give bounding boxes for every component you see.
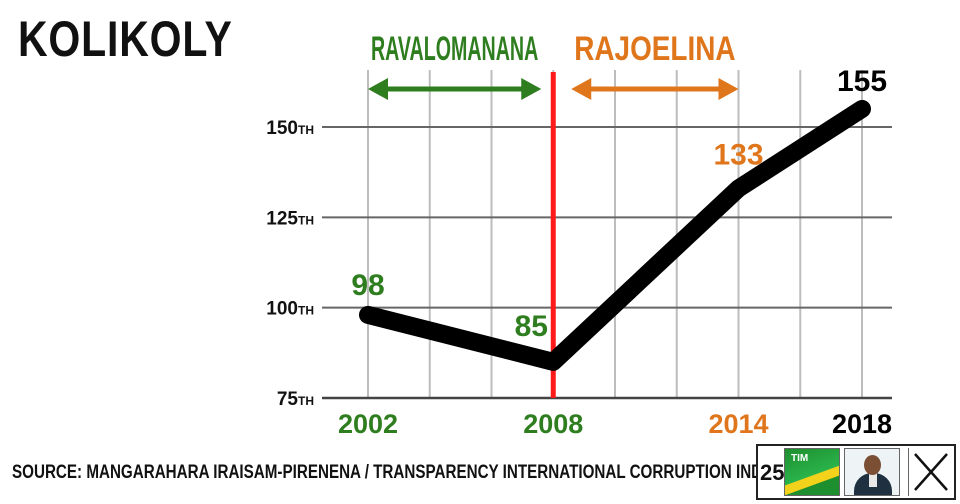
series-line-group — [359, 99, 871, 371]
data-label: 155 — [837, 65, 887, 98]
period-arrow-right-head — [718, 78, 739, 100]
data-label: 85 — [515, 310, 548, 343]
source-caption: SOURCE: MANGARAHARA IRAISAM-PIRENENA / T… — [12, 462, 783, 483]
candidate-photo — [844, 448, 900, 496]
x-tick-label: 2014 — [708, 409, 768, 439]
data-point — [736, 186, 741, 191]
x-tick-label: 2008 — [523, 409, 583, 439]
y-tick-label: 100TH — [266, 299, 314, 320]
x-tick-label: 2002 — [338, 409, 398, 439]
data-point — [366, 312, 370, 317]
x-tick-label: 2018 — [832, 409, 892, 439]
y-tick-suffix: TH — [298, 394, 314, 408]
period-label: RAVALOMANANA — [371, 30, 538, 68]
period-arrow-right-head — [521, 78, 542, 100]
period-arrow-left-head — [571, 78, 592, 100]
data-point — [551, 359, 556, 364]
ballot-number: 25 — [760, 460, 785, 485]
y-tick-label: 75TH — [277, 389, 314, 410]
party-logo-text: TIM — [791, 453, 809, 464]
data-label-group: 98 85 133 155 — [351, 65, 887, 343]
y-tick-value: 100 — [266, 299, 298, 320]
y-tick-label: 150TH — [266, 118, 314, 139]
data-point — [860, 106, 864, 111]
period-arrow-left-head — [368, 78, 388, 100]
chart-grid — [322, 70, 892, 400]
series-line — [359, 99, 871, 371]
photo-head — [864, 455, 881, 475]
period-annotations: RAVALOMANANA RAJOELINA — [368, 30, 739, 398]
data-label: 98 — [351, 269, 384, 302]
y-tick-value: 125 — [266, 208, 298, 229]
y-tick-value: 75 — [277, 389, 299, 410]
y-tick-suffix: TH — [298, 123, 314, 137]
y-tick-label: 125TH — [266, 208, 314, 229]
y-tick-suffix: TH — [298, 304, 314, 318]
cross-mark-icon — [908, 448, 953, 496]
photo-shirt — [869, 473, 877, 487]
period-label: RAJOELINA — [574, 30, 735, 68]
party-logo: TIM — [784, 448, 840, 496]
y-tick-value: 150 — [266, 118, 298, 139]
y-tick-suffix: TH — [298, 213, 314, 227]
data-label: 133 — [713, 138, 763, 171]
page-title: KOLIKOLY — [18, 11, 233, 67]
ballot-box: 25 TIM — [756, 444, 956, 500]
